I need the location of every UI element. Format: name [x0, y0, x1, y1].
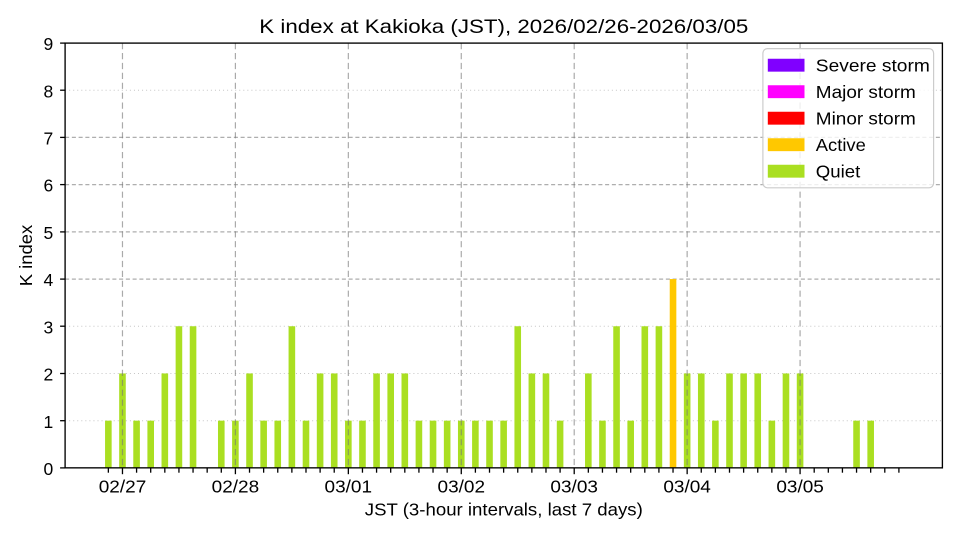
- svg-text:JST (3-hour intervals, last 7: JST (3-hour intervals, last 7 days): [365, 500, 643, 520]
- svg-text:8: 8: [43, 81, 53, 101]
- svg-text:03/05: 03/05: [776, 477, 824, 497]
- svg-text:5: 5: [43, 223, 53, 243]
- svg-text:03/04: 03/04: [663, 477, 711, 497]
- svg-text:K index: K index: [16, 224, 36, 286]
- svg-text:Quiet: Quiet: [816, 162, 861, 182]
- svg-text:3: 3: [43, 317, 53, 337]
- svg-text:K index at Kakioka (JST), 2026: K index at Kakioka (JST), 2026/02/26-202…: [259, 16, 748, 38]
- svg-text:03/03: 03/03: [550, 477, 598, 497]
- svg-text:0: 0: [43, 459, 53, 479]
- svg-text:03/02: 03/02: [438, 477, 486, 497]
- svg-text:02/27: 02/27: [99, 477, 147, 497]
- svg-text:9: 9: [43, 34, 53, 54]
- svg-text:Minor storm: Minor storm: [816, 109, 916, 129]
- svg-text:Severe storm: Severe storm: [816, 56, 930, 76]
- svg-text:Active: Active: [816, 135, 866, 155]
- svg-text:Major storm: Major storm: [816, 82, 916, 102]
- svg-text:4: 4: [43, 270, 53, 290]
- svg-text:02/28: 02/28: [212, 477, 260, 497]
- svg-text:1: 1: [43, 412, 53, 432]
- svg-text:7: 7: [43, 129, 53, 149]
- svg-text:6: 6: [43, 176, 53, 196]
- svg-text:03/01: 03/01: [325, 477, 373, 497]
- svg-text:2: 2: [43, 365, 53, 385]
